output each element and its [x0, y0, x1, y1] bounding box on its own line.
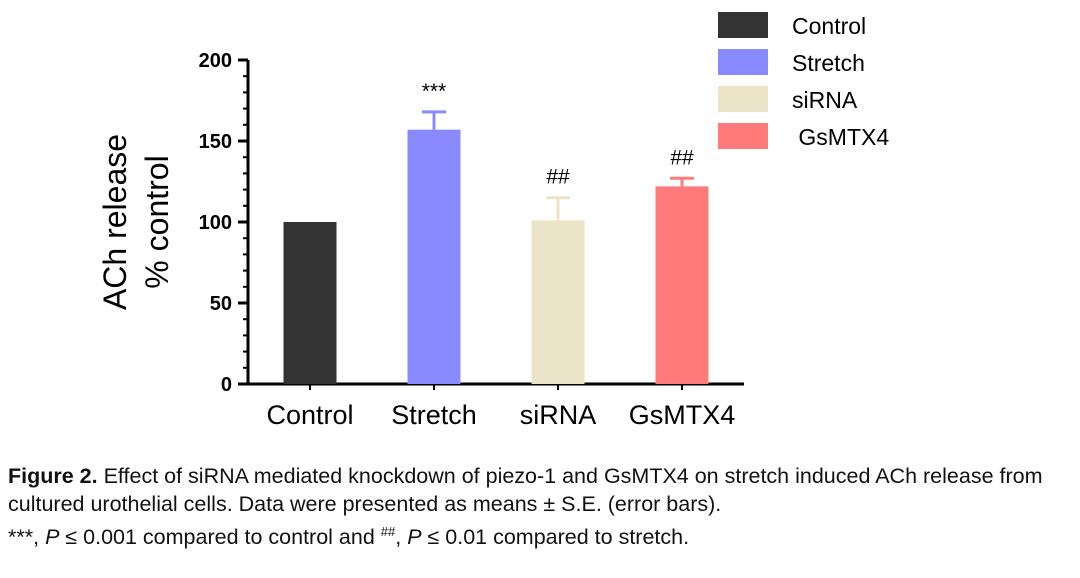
- caption-p-symbol-2: P: [407, 525, 422, 550]
- caption-line-2: ***, P ≤ 0.001 compared to control and #…: [8, 518, 1072, 551]
- y-axis-label: ACh release % control: [97, 134, 175, 310]
- y-tick-label-150: 150: [199, 131, 232, 153]
- legend: Control Stretch siRNA GsMTX4: [718, 12, 889, 150]
- caption-stars: ***,: [8, 525, 46, 550]
- bar-control: [283, 222, 337, 384]
- y-tick-label-0: 0: [221, 374, 232, 396]
- bar-stretch: [407, 129, 461, 384]
- bar-chart: ACh release % control 0 50 100 150 200 Contr…: [97, 12, 889, 430]
- y-axis-label-line1: ACh release: [97, 134, 133, 310]
- caption-comma: ,: [395, 525, 408, 550]
- significance-label-sirna: ##: [546, 166, 570, 189]
- legend-swatch-control: [718, 12, 768, 38]
- bars: *** ## ##: [283, 80, 709, 384]
- x-tick-label-control: Control: [266, 400, 353, 430]
- x-axis: Control Stretch siRNA GsMTX4: [247, 382, 744, 430]
- y-tick-label-50: 50: [210, 293, 232, 315]
- x-tick-label-stretch: Stretch: [391, 400, 477, 430]
- x-tick-label-sirna: siRNA: [520, 400, 597, 430]
- legend-label-control: Control: [792, 13, 866, 39]
- caption-p-symbol-1: P: [45, 525, 60, 550]
- y-tick-label-200: 200: [199, 50, 232, 72]
- legend-label-stretch: Stretch: [792, 50, 865, 76]
- legend-swatch-gsmtx4: [718, 123, 768, 149]
- legend-label-sirna: siRNA: [792, 87, 858, 113]
- bar-gsmtx4: [655, 186, 709, 384]
- caption-label: Figure 2.: [8, 464, 98, 488]
- caption-sig-control: ≤ 0.001 compared to control and: [59, 525, 381, 550]
- caption-sig-stretch: ≤ 0.01 compared to stretch.: [421, 525, 690, 550]
- y-axis: 0 50 100 150 200: [199, 50, 250, 396]
- significance-label-gsmtx4: ##: [670, 146, 694, 169]
- legend-label-gsmtx4: GsMTX4: [792, 124, 889, 150]
- legend-swatch-stretch: [718, 49, 768, 75]
- caption-line-1: Figure 2. Effect of siRNA mediated knock…: [8, 462, 1072, 518]
- significance-label-stretch: ***: [422, 80, 447, 103]
- caption-hash: ##: [380, 524, 396, 539]
- bar-sirna: [531, 220, 585, 384]
- caption-text-main: Effect of siRNA mediated knockdown of pi…: [8, 464, 1043, 516]
- figure-caption: Figure 2. Effect of siRNA mediated knock…: [8, 462, 1072, 551]
- legend-swatch-sirna: [718, 86, 768, 112]
- y-axis-label-line2: % control: [139, 155, 175, 288]
- x-tick-label-gsmtx4: GsMTX4: [629, 400, 736, 430]
- y-tick-label-100: 100: [199, 212, 232, 234]
